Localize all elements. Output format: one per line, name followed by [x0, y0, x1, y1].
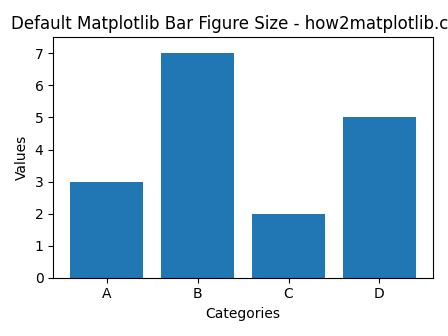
Bar [161, 53, 234, 278]
X-axis label: Categories: Categories [206, 307, 280, 321]
Title: Default Matplotlib Bar Figure Size - how2matplotlib.com: Default Matplotlib Bar Figure Size - how… [11, 15, 448, 33]
Bar [343, 118, 416, 278]
Bar [70, 181, 143, 278]
Y-axis label: Values: Values [15, 135, 29, 180]
Bar [252, 214, 325, 278]
